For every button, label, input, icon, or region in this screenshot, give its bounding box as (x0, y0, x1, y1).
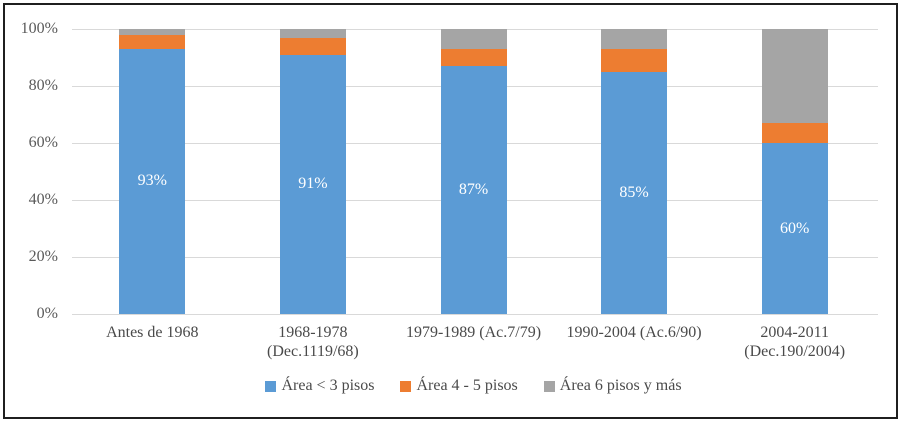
bar-stack: 91% (279, 29, 346, 314)
y-axis-tick-label: 100% (20, 20, 58, 37)
bar-value-label: 87% (458, 181, 489, 199)
legend: Área < 3 pisos Área 4 - 5 pisos Área 6 pis… (72, 376, 875, 396)
bar-stack: 60% (761, 29, 828, 314)
legend-label: Área < 3 pisos (281, 377, 375, 394)
bar-segment (119, 29, 186, 35)
bar-segment: 60% (761, 143, 828, 314)
y-axis-tick-label: 60% (28, 134, 58, 151)
bar-stack: 85% (601, 29, 668, 314)
bar-segment (761, 123, 828, 143)
legend-label: Área 6 pisos y más (559, 377, 682, 394)
bar-segment: 93% (119, 48, 186, 314)
gridline (72, 28, 878, 30)
bar-value-label: 91% (298, 175, 328, 193)
bar-segment (119, 34, 186, 49)
bar-stack: 87% (440, 29, 507, 314)
y-axis-tick-label: 80% (28, 77, 58, 94)
legend-swatch-icon (265, 380, 277, 392)
x-axis-category-label: 1990-2004 (Ac.6/90) (566, 324, 702, 341)
legend-item: Área 4 - 5 pisos (400, 377, 518, 395)
y-axis-tick-label: 20% (28, 248, 58, 265)
x-axis-category-label: Antes de 1968 (106, 324, 199, 341)
legend-label: Área 4 - 5 pisos (416, 377, 518, 394)
legend-item: Área 6 pisos y más (543, 377, 682, 395)
bar-segment: 91% (279, 54, 346, 314)
bar-segment: 85% (601, 71, 668, 314)
bar-value-label: 85% (619, 183, 649, 201)
bar-value-label: 93% (137, 172, 167, 190)
bar-segment (761, 29, 828, 124)
gridline (72, 313, 878, 315)
y-axis-tick-label: 40% (28, 191, 58, 208)
bar-segment (440, 48, 507, 67)
x-axis-category-label: 1979-1989 (Ac.7/79) (405, 324, 542, 341)
bar-value-label: 60% (780, 219, 810, 237)
legend-swatch-icon (400, 380, 412, 392)
bar-segment: 87% (440, 66, 507, 314)
x-axis-category-label: 1968-1978 (Dec.1119/68) (267, 324, 359, 360)
bar-segment (440, 29, 507, 49)
legend-item: Área < 3 pisos (265, 377, 374, 395)
bar-segment (279, 29, 346, 38)
legend-swatch-icon (543, 380, 555, 392)
bar-stack: 93% (119, 29, 186, 314)
y-axis-tick-label: 0% (36, 305, 58, 322)
bar-segment (601, 48, 668, 72)
bar-segment (279, 37, 346, 55)
x-axis-category-label: 2004-2011 (Dec.190/2004) (744, 324, 846, 360)
bar-segment (601, 29, 668, 49)
